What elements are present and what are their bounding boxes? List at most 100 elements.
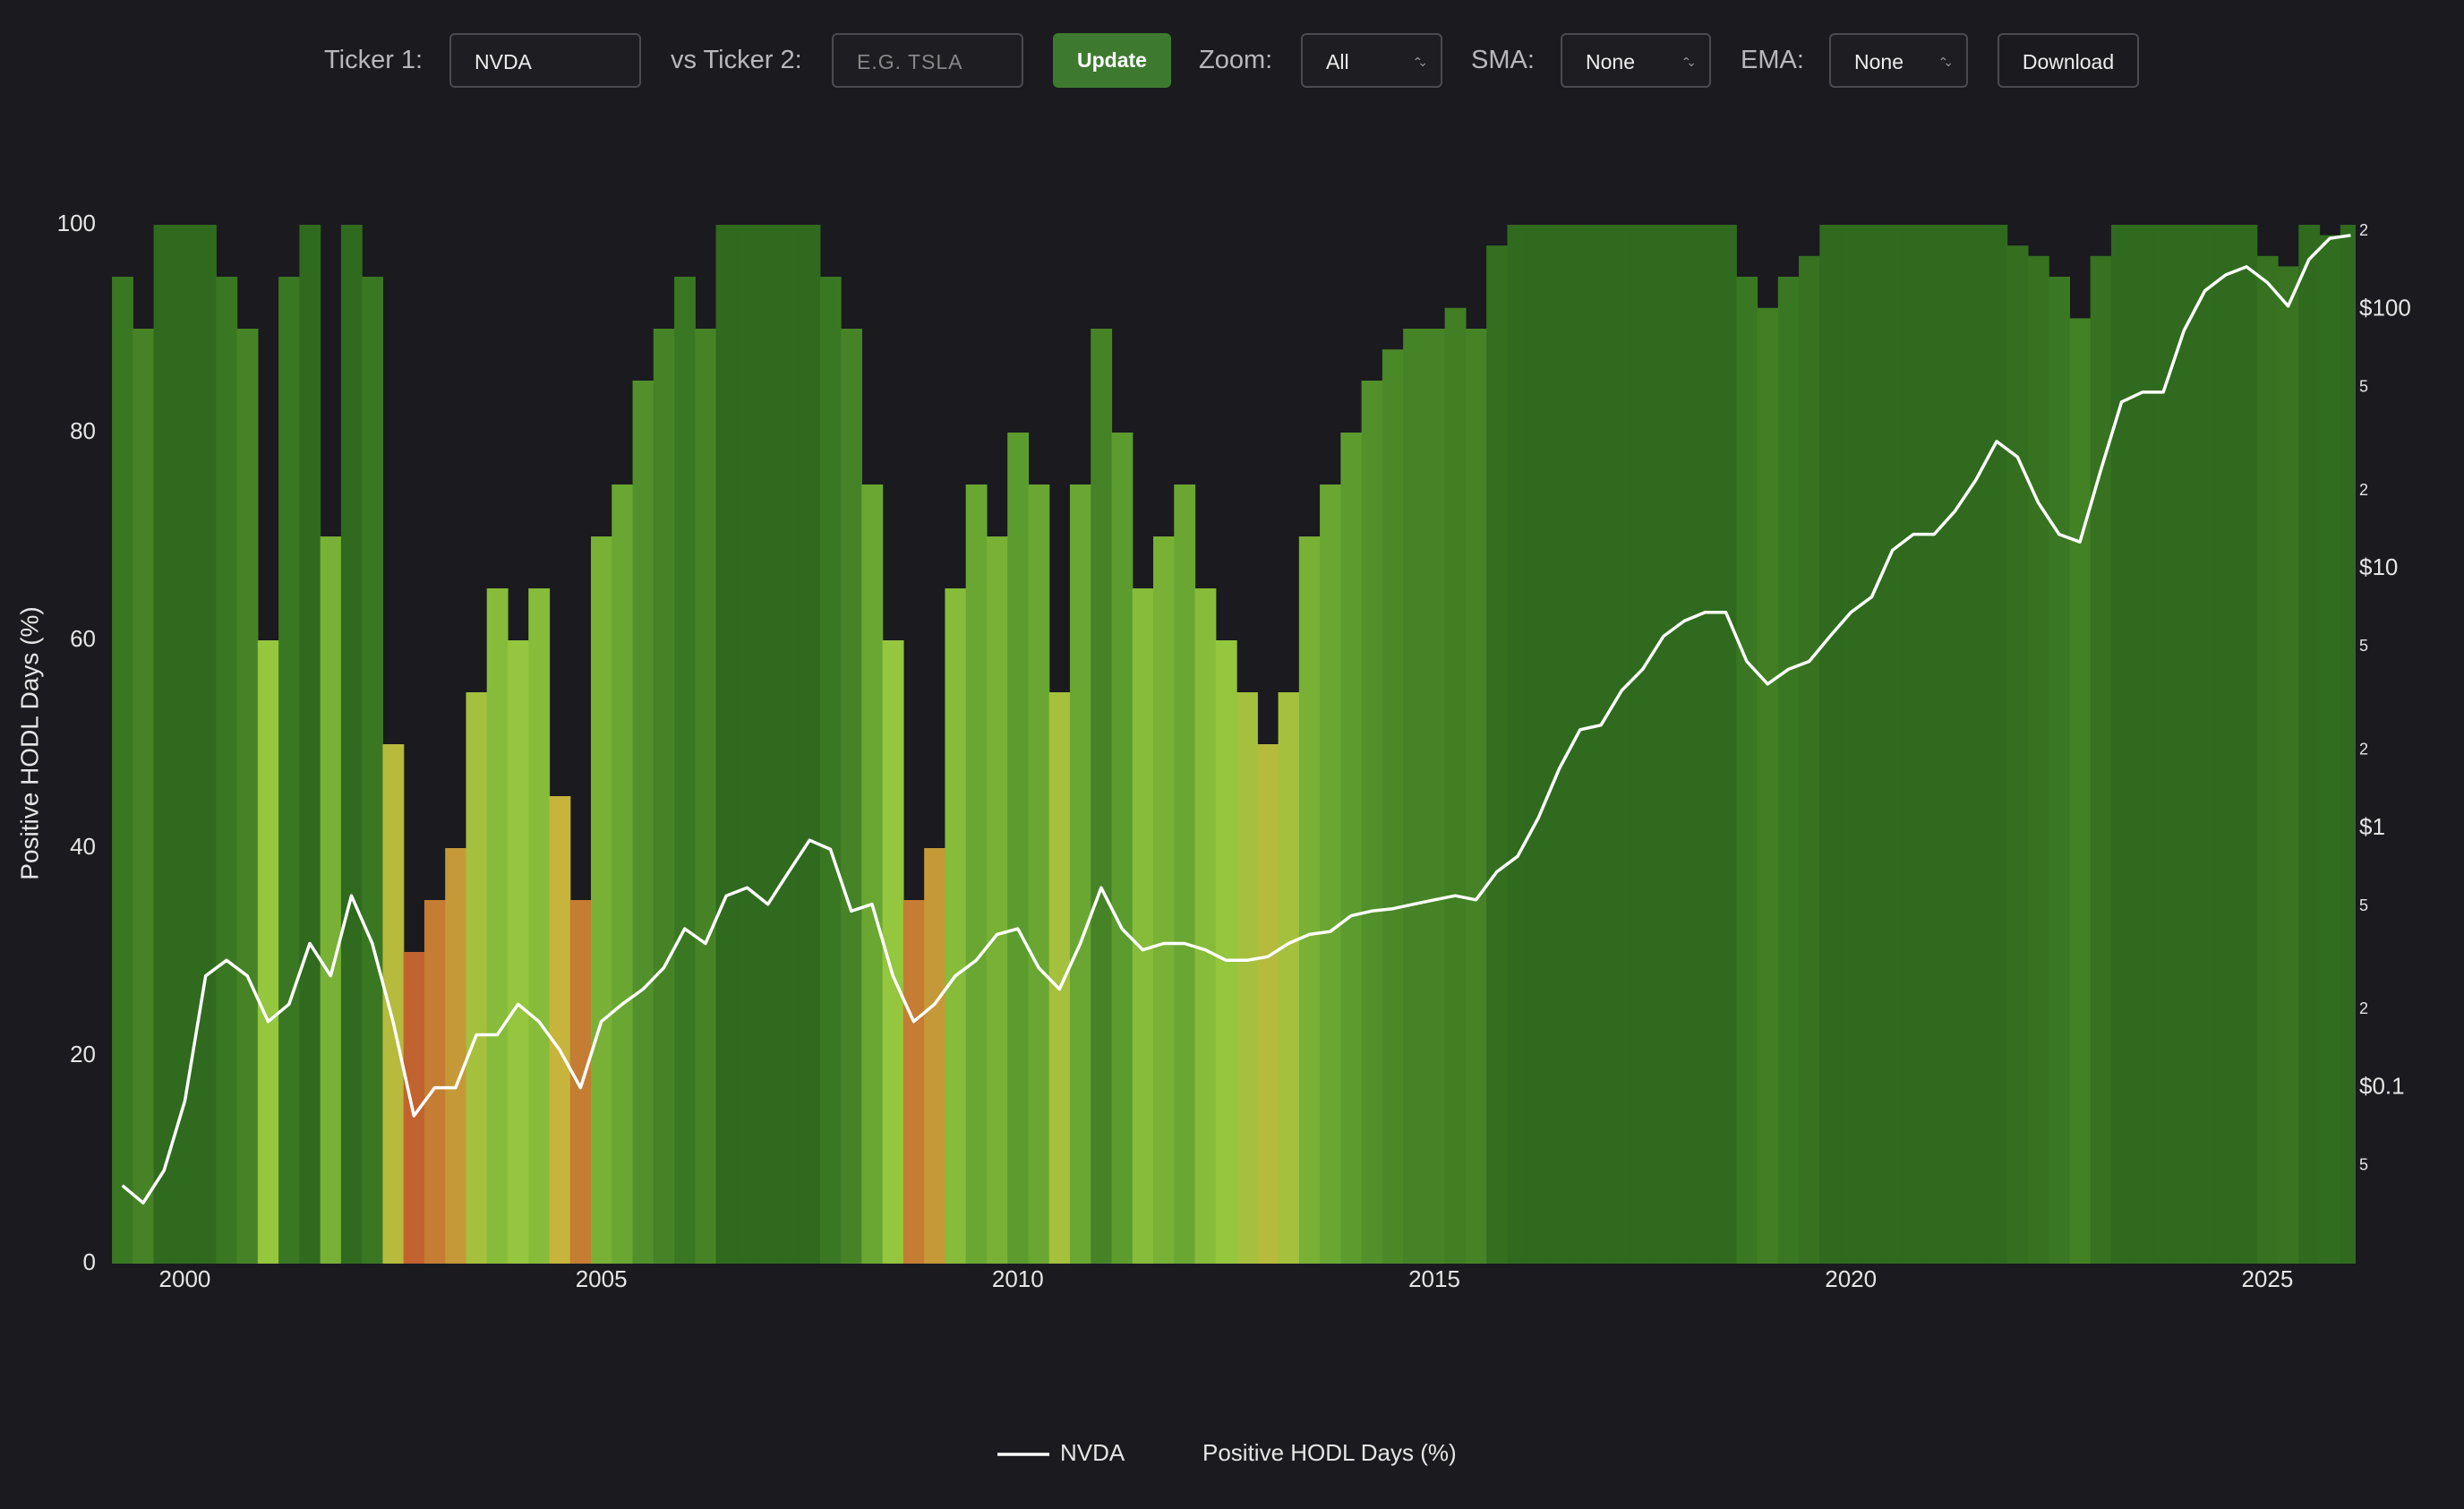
bar xyxy=(1861,225,1883,1264)
bar xyxy=(2215,225,2237,1264)
bar xyxy=(2049,277,2071,1264)
bar xyxy=(757,225,779,1264)
y2-tick-label: 2 xyxy=(2359,999,2368,1017)
y2-tick-label: $0.1 xyxy=(2359,1073,2405,1100)
bar xyxy=(1236,692,1258,1264)
ticker2-label: vs Ticker 2: xyxy=(671,46,802,74)
bar xyxy=(1590,225,1613,1264)
bar xyxy=(1069,484,1091,1264)
bar xyxy=(632,381,654,1264)
ema-select[interactable]: None xyxy=(1829,33,1968,90)
bar xyxy=(362,277,384,1264)
bar xyxy=(1570,225,1592,1264)
y2-tick-label: 5 xyxy=(2359,377,2368,395)
bar xyxy=(2110,225,2133,1264)
bar xyxy=(1944,225,1966,1264)
zoom-select[interactable]: All xyxy=(1301,33,1442,90)
bar xyxy=(236,329,259,1264)
bar xyxy=(1819,225,1842,1264)
bar xyxy=(1298,536,1321,1264)
bar xyxy=(1340,433,1363,1264)
x-tick-label: 2005 xyxy=(576,1265,628,1292)
x-tick-label: 2015 xyxy=(1408,1265,1460,1292)
bar xyxy=(1631,225,1654,1264)
bar xyxy=(2236,225,2258,1264)
bar xyxy=(1153,536,1175,1264)
bar xyxy=(1048,692,1071,1264)
bar xyxy=(1965,225,1987,1264)
bar xyxy=(1694,225,1716,1264)
bar xyxy=(736,225,758,1264)
bar xyxy=(924,848,946,1264)
bar xyxy=(1028,484,1050,1264)
bar xyxy=(174,225,196,1264)
ticker1-input[interactable]: NVDA xyxy=(449,33,641,88)
y-tick-label: 80 xyxy=(70,417,96,444)
bar xyxy=(1278,692,1300,1264)
bar xyxy=(1194,588,1217,1264)
bar xyxy=(1715,225,1737,1264)
bar xyxy=(1361,381,1383,1264)
bar xyxy=(1757,307,1779,1264)
x-tick-label: 2000 xyxy=(159,1265,211,1292)
y-tick-label: 0 xyxy=(83,1248,96,1275)
bar xyxy=(320,536,342,1264)
bar xyxy=(1132,588,1154,1264)
bar xyxy=(1382,349,1404,1264)
bar xyxy=(1799,255,1820,1264)
bar xyxy=(1215,640,1237,1264)
bar xyxy=(2319,235,2341,1264)
download-button[interactable]: Download xyxy=(1998,33,2139,88)
y2-tick-label: $10 xyxy=(2359,553,2398,580)
bar xyxy=(1527,225,1550,1264)
bar xyxy=(2152,225,2175,1264)
bar xyxy=(2069,318,2092,1264)
y2-tick-label: $100 xyxy=(2359,294,2411,321)
bar xyxy=(507,640,529,1264)
ticker2-input[interactable]: E.G. TSLA xyxy=(832,33,1023,88)
y2-tick-label: 2 xyxy=(2359,481,2368,499)
bar xyxy=(1548,225,1570,1264)
bar xyxy=(486,588,509,1264)
bar xyxy=(674,277,696,1264)
y2-tick-label: 2 xyxy=(2359,221,2368,239)
bar xyxy=(1091,329,1113,1264)
bar xyxy=(549,796,571,1264)
bar xyxy=(1986,225,2008,1264)
bar xyxy=(1444,307,1467,1264)
bar xyxy=(2006,245,2029,1264)
y2-tick-label: 5 xyxy=(2359,896,2368,914)
bar xyxy=(612,484,634,1264)
y-tick-label: 40 xyxy=(70,833,96,860)
bar xyxy=(799,225,821,1264)
bar xyxy=(819,277,842,1264)
bar xyxy=(986,536,1008,1264)
legend-label: NVDA xyxy=(1060,1439,1125,1466)
bar xyxy=(153,225,175,1264)
update-button[interactable]: Update xyxy=(1053,33,1171,88)
line-layer xyxy=(121,234,2351,1205)
bar xyxy=(1257,744,1279,1264)
bar xyxy=(1882,225,1904,1264)
bar xyxy=(1424,329,1446,1264)
bar xyxy=(466,692,488,1264)
bar xyxy=(528,588,551,1264)
bar xyxy=(112,277,133,1264)
bar xyxy=(1007,433,1030,1264)
sma-select[interactable]: None xyxy=(1561,33,1711,90)
bar xyxy=(2340,225,2356,1264)
bar xyxy=(2194,225,2216,1264)
bar xyxy=(778,225,800,1264)
bar xyxy=(1403,329,1424,1264)
bar xyxy=(903,900,925,1264)
bar xyxy=(1486,245,1509,1264)
bar xyxy=(2256,255,2279,1264)
bar xyxy=(278,277,300,1264)
bar-layer xyxy=(112,225,2356,1264)
y-tick-label: 60 xyxy=(70,625,96,652)
bar xyxy=(1903,225,1925,1264)
bar xyxy=(1736,277,1758,1264)
bar xyxy=(382,744,405,1264)
